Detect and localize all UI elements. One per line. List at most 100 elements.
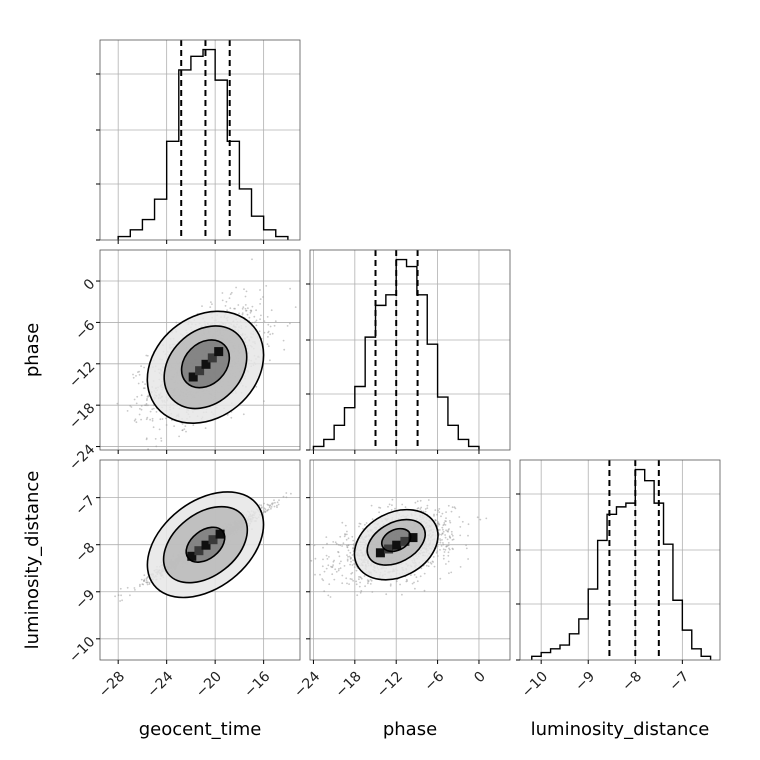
density-core-2-4 — [408, 533, 418, 543]
scatter-point — [378, 511, 380, 514]
panel-frame-geocent_time-phase — [99, 249, 301, 451]
scatter-point — [467, 534, 469, 537]
scatter-point — [148, 583, 151, 585]
scatter-point — [266, 343, 269, 345]
scatter-point — [447, 551, 450, 554]
scatter-point — [424, 510, 427, 513]
scatter-point — [434, 519, 437, 522]
scatter-point — [145, 438, 148, 441]
scatter-point — [181, 423, 184, 425]
scatter-point — [190, 461, 192, 463]
scatter-point — [346, 559, 349, 562]
scatter-point — [424, 508, 427, 510]
scatter-point — [271, 332, 274, 335]
scatter-point — [389, 583, 392, 586]
scatter-point — [322, 546, 324, 549]
scatter-point — [445, 517, 447, 520]
scatter-point — [140, 418, 143, 421]
scatter-point — [341, 574, 344, 577]
scatter-point — [161, 418, 164, 420]
scatter-point — [459, 534, 462, 537]
scatter-point — [416, 580, 419, 583]
scatter-point — [334, 541, 337, 544]
scatter-point — [345, 544, 348, 547]
scatter-point — [447, 530, 449, 533]
scatter-point — [192, 424, 195, 426]
scatter-point — [351, 564, 354, 566]
scatter-point — [419, 499, 422, 502]
scatter-point — [314, 573, 316, 576]
scatter-point — [273, 499, 275, 502]
scatter-point — [334, 568, 337, 571]
scatter-point — [143, 574, 146, 577]
scatter-point — [411, 582, 414, 585]
scatter-point — [114, 595, 116, 598]
scatter-point — [369, 583, 372, 585]
scatter-point — [338, 568, 340, 570]
scatter-point — [432, 556, 435, 558]
scatter-point — [433, 513, 435, 516]
scatter-point — [251, 321, 254, 324]
scatter-point — [439, 541, 442, 544]
scatter-point — [349, 578, 352, 580]
scatter-point — [439, 549, 441, 551]
scatter-point — [352, 579, 354, 582]
scatter-point — [274, 501, 276, 504]
scatter-point — [149, 410, 152, 413]
scatter-point — [139, 583, 141, 586]
scatter-point — [319, 573, 321, 576]
scatter-point — [251, 258, 253, 261]
scatter-point — [117, 594, 120, 597]
xtick-label-geocent_time-0: −28 — [96, 669, 128, 701]
scatter-point — [135, 402, 138, 405]
scatter-point — [419, 508, 422, 510]
ytick-label-phase-2: −12 — [66, 359, 98, 391]
scatter-point — [346, 530, 348, 533]
scatter-point — [137, 382, 140, 385]
scatter-point — [303, 579, 305, 581]
scatter-point — [129, 594, 131, 597]
contour-geocent_time-luminosity_distance-2 — [146, 491, 265, 599]
scatter-point — [370, 504, 373, 507]
scatter-point — [151, 408, 154, 411]
scatter-point — [358, 576, 360, 578]
contour-geocent_time-phase-1 — [163, 325, 248, 410]
scatter-point — [145, 418, 148, 421]
scatter-point — [364, 585, 366, 588]
panel-frame-hist-phase — [309, 249, 511, 451]
scatter-point — [152, 407, 155, 410]
scatter-point — [341, 521, 344, 524]
scatter-point — [272, 502, 274, 504]
scatter-point — [253, 315, 256, 318]
scatter-point — [155, 411, 158, 413]
scatter-point — [140, 365, 143, 367]
scatter-point — [276, 501, 279, 504]
scatter-point — [147, 404, 149, 407]
scatter-point — [146, 416, 149, 419]
scatter-point — [479, 518, 482, 521]
density-core-2-3 — [400, 536, 410, 546]
scatter-point — [258, 504, 261, 506]
scatter-point — [329, 596, 332, 598]
scatter-point — [443, 551, 446, 553]
scatter-point — [413, 581, 415, 584]
scatter-point — [228, 297, 231, 299]
scatter-point — [266, 509, 268, 512]
scatter-point — [414, 501, 417, 504]
scatter-point — [445, 545, 448, 548]
density-core-2-0 — [375, 548, 385, 558]
scatter-point — [441, 512, 444, 515]
scatter-point — [367, 582, 369, 585]
xtick-label-phase-3: −6 — [422, 669, 448, 695]
scatter-point — [144, 404, 146, 407]
scatter-point — [221, 299, 224, 302]
scatter-point — [355, 583, 358, 586]
scatter-point — [335, 542, 338, 545]
scatter-point — [140, 394, 143, 397]
scatter-point — [444, 536, 447, 539]
scatter-point — [379, 507, 382, 509]
scatter-point — [351, 554, 354, 556]
scatter-point — [434, 509, 437, 511]
scatter-point — [327, 594, 330, 597]
scatter-point — [445, 563, 447, 565]
